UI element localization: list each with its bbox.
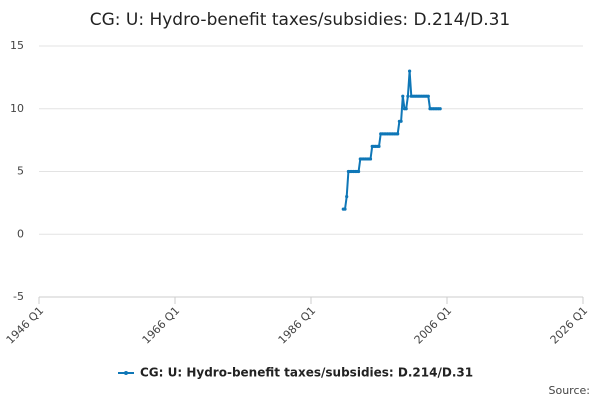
x-tick-label: 2026 Q1 xyxy=(548,304,591,347)
point xyxy=(345,195,349,199)
point xyxy=(368,157,373,161)
point xyxy=(343,207,347,211)
line xyxy=(343,71,441,211)
point xyxy=(357,169,361,174)
point xyxy=(438,107,442,111)
y-tick-label: 0 xyxy=(17,227,24,240)
point xyxy=(401,94,405,98)
y-tick-label: 5 xyxy=(17,165,24,178)
y-tick-label: -5 xyxy=(13,290,24,303)
y-tick-label: 10 xyxy=(10,102,24,115)
x-tick-label: 1966 Q1 xyxy=(140,304,183,347)
point xyxy=(377,144,381,148)
chart-title: CG: U: Hydro-benefit taxes/subsidies: D.… xyxy=(90,10,511,30)
legend-label: CG: U: Hydro-benefit taxes/subsidies: D.… xyxy=(140,366,473,380)
point xyxy=(396,132,400,136)
source: Source: xyxy=(549,384,591,397)
x-tick-label: 1986 Q1 xyxy=(276,304,319,347)
point xyxy=(408,69,412,73)
point xyxy=(426,94,430,98)
x-tick-label: 2006 Q1 xyxy=(412,304,455,347)
x-tick-label: 1946 Q1 xyxy=(4,304,47,347)
point xyxy=(404,107,408,111)
y-tick-label: 15 xyxy=(10,39,24,52)
point xyxy=(406,94,410,98)
legend-marker xyxy=(124,371,128,375)
point xyxy=(399,119,403,123)
